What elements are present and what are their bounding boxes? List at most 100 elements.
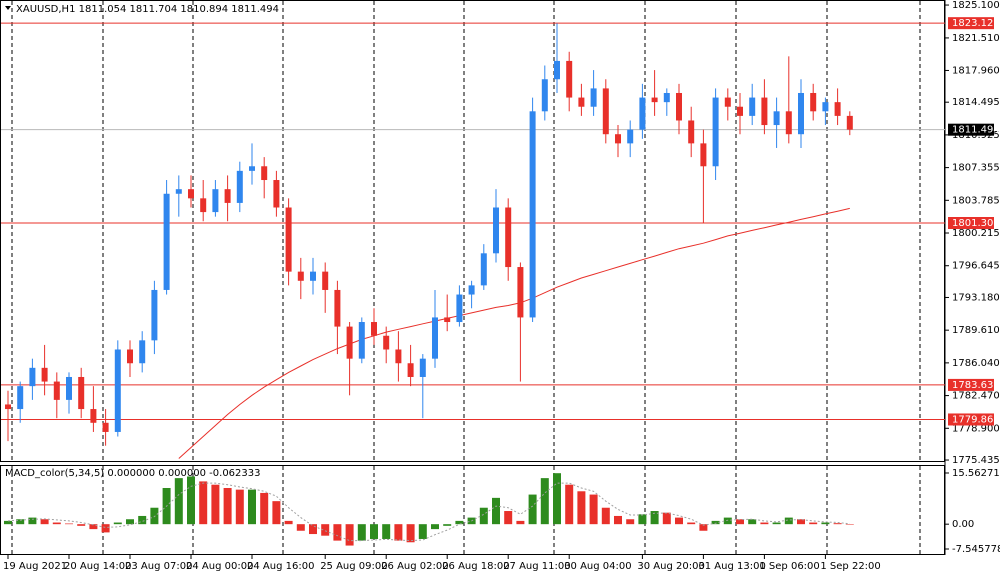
candle-body — [688, 120, 695, 144]
macd-bar — [333, 524, 342, 541]
price-label-box — [948, 217, 994, 230]
candle-body — [737, 106, 743, 116]
candle-body — [163, 193, 170, 290]
y-tick-label: 1793.180 — [952, 292, 1000, 303]
candle-body — [505, 207, 512, 268]
candle-body — [334, 289, 341, 327]
macd-bar — [504, 511, 513, 525]
price-label: 1783.635 — [952, 380, 1000, 391]
macd-bar — [357, 524, 366, 541]
macd-bar — [650, 511, 659, 525]
macd-bar — [321, 524, 330, 536]
price-label: 1811.494 — [952, 125, 1000, 136]
y-tick-label: 1775.435 — [952, 455, 1000, 466]
candle-body — [700, 143, 707, 167]
macd-bar — [577, 491, 586, 525]
candle-body — [590, 88, 597, 107]
macd-bar — [638, 514, 647, 525]
macd-bar — [821, 522, 830, 525]
macd-bar — [723, 517, 732, 525]
y-tick-label: 1817.960 — [952, 65, 1000, 76]
menu-arrow[interactable] — [5, 6, 11, 10]
macd-bar — [4, 520, 12, 525]
candle-body — [749, 97, 756, 116]
macd-bar — [540, 478, 549, 525]
candle-body — [212, 189, 219, 213]
macd-bar — [126, 519, 134, 525]
candle-body — [53, 381, 60, 400]
x-tick-label: 25 Aug 09:00 — [320, 561, 387, 572]
y-tick-label: 1803.785 — [952, 195, 1000, 206]
macd-bar — [675, 517, 683, 525]
x-tick-label: 30 Aug 04:00 — [564, 561, 631, 572]
candle-body — [17, 386, 24, 410]
macd-bar — [174, 478, 183, 525]
candle-body — [78, 376, 85, 410]
candle-body — [261, 166, 268, 181]
candle-body — [127, 349, 133, 364]
macd-bar — [699, 524, 708, 531]
x-tick-label: 26 Aug 18:00 — [442, 561, 509, 572]
candle-body — [285, 207, 292, 272]
macd-bar — [601, 507, 610, 525]
candle-body — [224, 189, 231, 203]
candle-body — [5, 404, 11, 410]
macd-bar — [260, 492, 269, 525]
price-label-box — [948, 123, 994, 136]
candle-body — [846, 115, 853, 130]
candle-body — [249, 166, 255, 171]
y-tick-label: 15.562712 — [952, 468, 1000, 479]
macd-bar — [748, 519, 757, 525]
candle-body — [236, 170, 243, 203]
candle-body — [273, 180, 280, 208]
candle-body — [444, 317, 451, 323]
macd-bar — [626, 519, 635, 525]
candle-body — [566, 60, 573, 98]
macd-bar — [687, 522, 696, 525]
candle-body — [371, 322, 377, 336]
candle-body — [419, 358, 426, 377]
candle-body — [541, 79, 548, 112]
macd-bar — [101, 524, 110, 533]
candle-body — [456, 294, 463, 323]
candle-body — [468, 285, 475, 295]
candle-body — [175, 189, 182, 194]
macd-bar — [199, 481, 208, 525]
candle-body — [639, 97, 646, 130]
candle-body — [834, 102, 841, 116]
macd-bar — [589, 494, 598, 525]
candle-body — [651, 97, 658, 103]
candle-body — [578, 97, 585, 107]
x-tick-label: 1 Sep 22:00 — [820, 561, 880, 572]
candle-body — [822, 102, 829, 112]
y-tick-label: 1786.040 — [952, 358, 1000, 369]
x-tick-label: 1 Sep 06:00 — [759, 561, 819, 572]
candle-body — [724, 97, 731, 107]
y-tick-label: -7.545778 — [952, 544, 1000, 555]
macd-bar — [418, 524, 427, 539]
macd-bar — [833, 523, 842, 525]
x-tick-label: 23 Aug 07:00 — [125, 561, 192, 572]
macd-bar — [492, 497, 500, 525]
candle-body — [615, 134, 621, 144]
candle-body — [102, 422, 109, 432]
macd-bar — [89, 524, 98, 530]
candle-body — [480, 253, 487, 286]
candle-body — [66, 376, 72, 400]
candle-body — [554, 60, 560, 80]
macd-bar — [528, 494, 537, 525]
macd-bar — [406, 524, 415, 543]
macd-bar — [65, 523, 73, 525]
macd-bar — [711, 520, 720, 525]
macd-bar — [77, 524, 86, 526]
y-tick-label: 1800.215 — [952, 228, 1000, 239]
macd-bar — [479, 507, 488, 525]
x-tick-label: 30 Aug 20:00 — [637, 561, 704, 572]
y-tick-label: 0.00 — [952, 519, 974, 530]
macd-bar — [455, 520, 464, 525]
price-label-box — [948, 378, 994, 391]
macd-bar — [52, 522, 61, 525]
candle-body — [383, 335, 390, 350]
candle-body — [676, 92, 682, 121]
candle-body — [188, 189, 194, 199]
